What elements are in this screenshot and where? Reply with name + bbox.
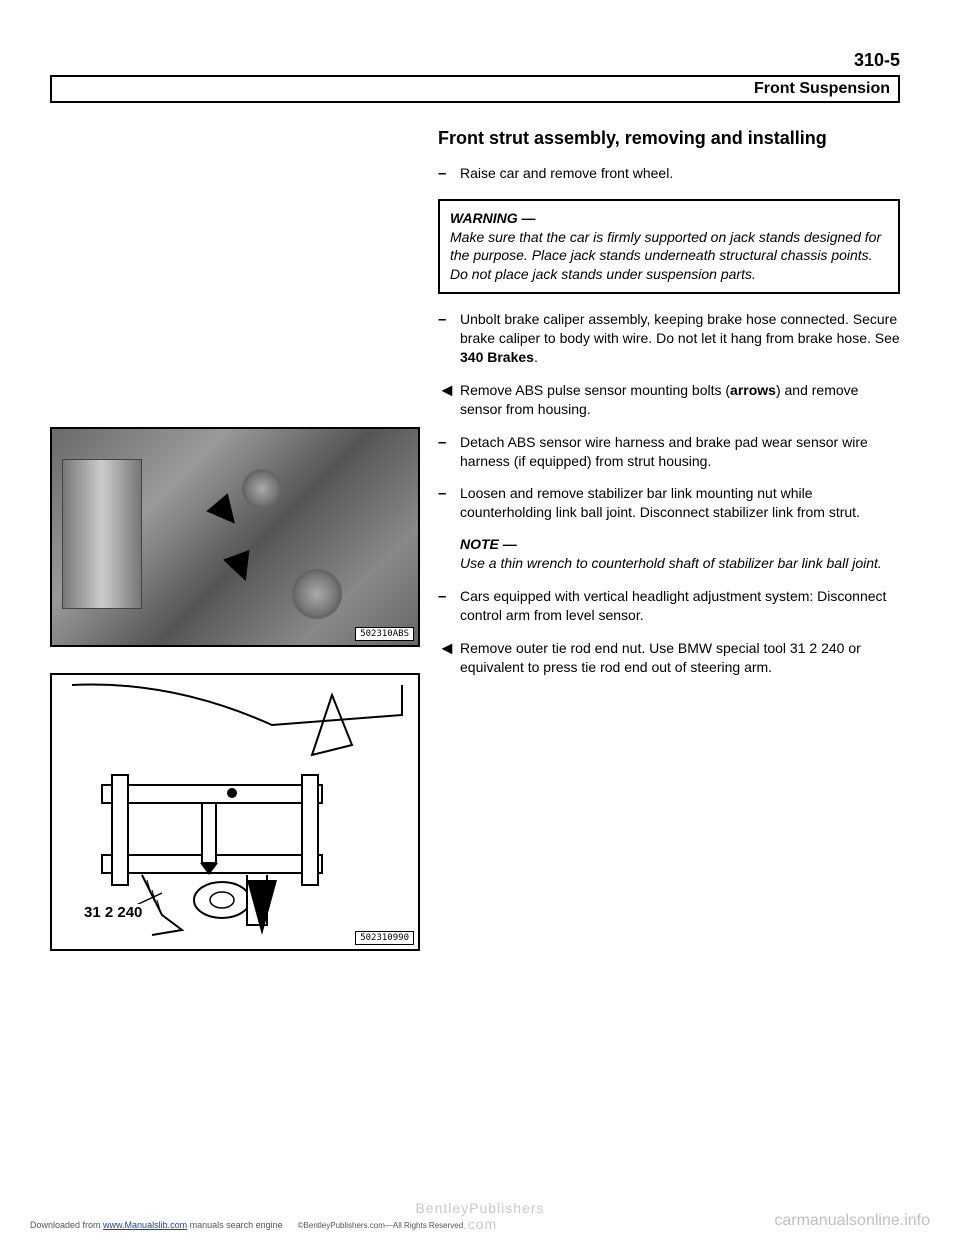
header-title: Front Suspension: [60, 80, 890, 98]
triangle-marker-icon: ◄: [438, 639, 460, 677]
dash-marker: –: [438, 587, 460, 625]
figure-abs-photo: 502310ABS: [50, 427, 420, 647]
warning-box: WARNING — Make sure that the car is firm…: [438, 199, 900, 295]
step-text: Cars equipped with vertical headlight ad…: [460, 587, 900, 625]
step-item: – Raise car and remove front wheel.: [438, 164, 900, 184]
step-item: ◄ Remove outer tie rod end nut. Use BMW …: [438, 639, 900, 677]
note-title: NOTE —: [460, 536, 900, 552]
right-column: Front strut assembly, removing and insta…: [438, 127, 900, 977]
manualslib-link[interactable]: www.Manualslib.com: [103, 1220, 187, 1230]
step-text-bold: arrows: [730, 382, 776, 398]
dash-marker: –: [438, 310, 460, 367]
dash-marker: –: [438, 484, 460, 522]
step-text: Unbolt brake caliper assembly, keeping b…: [460, 310, 900, 367]
step-text: Detach ABS sensor wire harness and brake…: [460, 433, 900, 471]
dash-marker: –: [438, 164, 460, 184]
warning-body: Make sure that the car is firmly support…: [450, 229, 881, 283]
footer: BentleyPublishers .com Downloaded from w…: [0, 1200, 960, 1232]
arrow-icon: [206, 493, 245, 532]
page-number: 310-5: [50, 50, 900, 71]
step-item: – Detach ABS sensor wire harness and bra…: [438, 433, 900, 471]
step-text: Remove ABS pulse sensor mounting bolts (…: [460, 381, 900, 419]
section-title: Front strut assembly, removing and insta…: [438, 127, 900, 150]
step-text-part: Remove ABS pulse sensor mounting bolts (: [460, 382, 730, 398]
copyright-text: ©BentleyPublishers.com—All Rights Reserv…: [298, 1221, 464, 1230]
step-text: Loosen and remove stabilizer bar link mo…: [460, 484, 900, 522]
watermark-text: .com: [463, 1216, 497, 1232]
bolt-shape: [242, 469, 282, 509]
figure-tag: 502310990: [355, 931, 414, 945]
step-text: Remove outer tie rod end nut. Use BMW sp…: [460, 639, 900, 677]
step-item: – Cars equipped with vertical headlight …: [438, 587, 900, 625]
bolt-shape: [292, 569, 342, 619]
note-body: Use a thin wrench to counterhold shaft o…: [460, 554, 900, 573]
download-source: Downloaded from www.Manualslib.com manua…: [30, 1220, 463, 1230]
watermark-text: BentleyPublishers: [415, 1200, 544, 1216]
triangle-marker-icon: ◄: [438, 381, 460, 419]
figure-tag: 502310ABS: [355, 627, 414, 641]
figure-tool-diagram: 31 2 240 502310990: [50, 673, 420, 951]
strut-cylinder-shape: [62, 459, 142, 609]
left-column: 502310ABS 31 2 240: [50, 127, 420, 977]
step-text-bold: 340 Brakes: [460, 349, 534, 365]
step-text-part: Unbolt brake caliper assembly, keeping b…: [460, 311, 900, 346]
header-box: Front Suspension: [50, 75, 900, 103]
footer-text: manuals search engine: [187, 1220, 283, 1230]
warning-title: WARNING —: [450, 210, 536, 226]
arrow-icon: [223, 550, 259, 586]
step-item: ◄ Remove ABS pulse sensor mounting bolts…: [438, 381, 900, 419]
dash-marker: –: [438, 433, 460, 471]
step-text-part: .: [534, 349, 538, 365]
step-item: – Unbolt brake caliper assembly, keeping…: [438, 310, 900, 367]
step-item: – Loosen and remove stabilizer bar link …: [438, 484, 900, 522]
tool-label: 31 2 240: [82, 904, 144, 921]
content-area: 502310ABS 31 2 240: [50, 127, 900, 977]
photo-overlay: [52, 429, 418, 645]
site-watermark: carmanualsonline.info: [774, 1212, 930, 1230]
step-text: Raise car and remove front wheel.: [460, 164, 900, 184]
footer-text: Downloaded from: [30, 1220, 103, 1230]
